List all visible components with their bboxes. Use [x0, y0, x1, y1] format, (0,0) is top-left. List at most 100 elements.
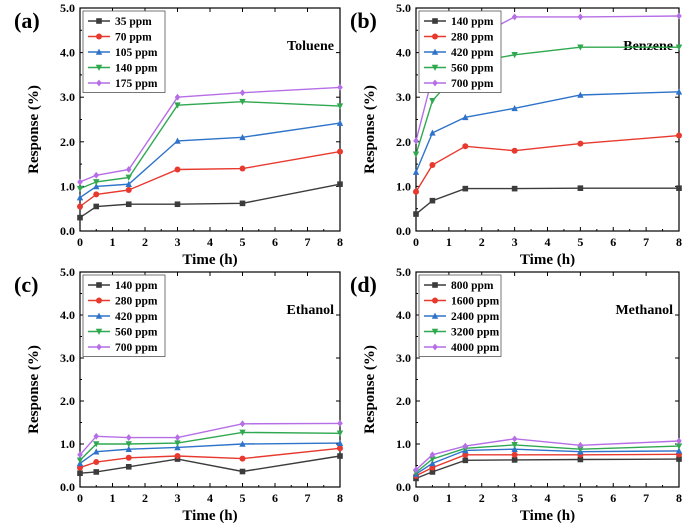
series-70-ppm — [77, 148, 343, 210]
legend-entry: 560 ppm — [115, 327, 158, 339]
y-tick-label: 2.0 — [60, 394, 75, 408]
data-point — [336, 430, 344, 437]
x-tick-label: 0 — [77, 235, 83, 249]
data-point — [125, 166, 132, 173]
data-point — [239, 429, 246, 436]
x-tick-label: 4 — [207, 235, 213, 249]
y-tick-label: 0.0 — [60, 224, 75, 238]
data-point — [76, 457, 84, 464]
data-point — [429, 129, 436, 136]
data-point — [577, 185, 584, 191]
gas-label: Ethanol — [287, 303, 335, 318]
y-tick-label: 4.0 — [396, 308, 411, 322]
series-line — [415, 187, 679, 215]
data-point — [77, 214, 83, 221]
x-tick-label: 1 — [110, 235, 116, 249]
data-point — [462, 113, 469, 121]
data-point — [676, 185, 682, 191]
data-point — [93, 469, 100, 475]
data-point — [511, 147, 518, 154]
y-tick-label: 4.0 — [396, 46, 411, 60]
data-point — [413, 466, 419, 474]
chart-panel-3: 0 1 2 3 4 5 6 7 8 0.0 1.0 2.0 3.0 4.0 5.0 Time (h) Respo… — [14, 265, 344, 524]
data-point — [577, 140, 584, 147]
legend-marker — [96, 33, 102, 40]
data-point — [174, 166, 181, 173]
data-point — [239, 420, 246, 428]
x-tick-label: 2 — [479, 491, 485, 505]
x-tick-label: 4 — [207, 491, 213, 505]
x-tick-label: 0 — [77, 491, 83, 505]
data-point — [577, 441, 584, 449]
y-tick-label: 0.0 — [60, 480, 75, 494]
data-point — [337, 181, 343, 187]
legend-entry: 2400 ppm — [451, 311, 500, 323]
legend-entry: 280 ppm — [115, 296, 158, 308]
data-point — [511, 451, 518, 458]
x-tick-label: 5 — [240, 235, 246, 249]
chart-panel-1: 0 1 2 3 4 5 6 7 8 0.0 1.0 2.0 3.0 4.0 5.0 Time (h) Respo… — [14, 1, 344, 268]
legend-entry: 140 ppm — [115, 280, 158, 292]
x-tick-label: 3 — [512, 235, 518, 249]
y-tick-label: 3.0 — [396, 90, 411, 104]
data-point — [337, 419, 343, 427]
panel-label: (b) — [350, 8, 377, 33]
data-point — [676, 12, 682, 20]
chart-panel-4: 0 1 2 3 4 5 6 7 8 0.0 1.0 2.0 3.0 4.0 5.0 Time (h) Respo… — [350, 265, 683, 524]
data-point — [93, 191, 100, 198]
data-point — [577, 13, 584, 21]
series-line — [415, 458, 680, 480]
series-line — [415, 134, 680, 193]
data-point — [511, 435, 518, 443]
data-point — [337, 148, 343, 155]
series-line — [79, 100, 341, 190]
data-point — [511, 442, 518, 449]
x-tick-label: 7 — [643, 491, 649, 505]
data-point — [412, 151, 420, 158]
data-point — [93, 183, 100, 190]
data-point — [76, 194, 84, 201]
data-point — [125, 174, 132, 181]
data-point — [429, 459, 436, 467]
data-point — [239, 133, 246, 141]
x-tick-label: 1 — [446, 235, 452, 249]
legend-marker — [431, 48, 439, 55]
data-point — [511, 185, 518, 192]
legend-marker — [432, 18, 438, 24]
data-point — [429, 161, 436, 168]
series-line — [415, 448, 680, 475]
legend: 140 ppm 280 ppm 420 ppm 560 ppm 700 ppm — [418, 10, 502, 93]
y-tick-label: 0.0 — [396, 480, 411, 494]
series-140-ppm — [413, 185, 682, 217]
y-axis-title: Response (%) — [362, 85, 378, 174]
y-axis-title: Response (%) — [362, 345, 378, 434]
legend-entry: 175 ppm — [115, 78, 158, 90]
x-tick-label: 1 — [110, 491, 116, 505]
data-point — [577, 44, 584, 51]
x-axis-title: Time (h) — [520, 252, 575, 268]
data-point — [429, 97, 436, 105]
data-point — [413, 188, 419, 195]
data-point — [429, 197, 436, 204]
series-140-ppm — [77, 453, 343, 477]
data-point — [174, 440, 181, 447]
x-tick-label: 0 — [413, 491, 419, 505]
series-line — [79, 183, 341, 219]
legend: 140 ppm 280 ppm 420 ppm 560 ppm 700 ppm — [82, 274, 166, 357]
y-tick-label: 1.0 — [60, 437, 75, 451]
data-point — [93, 171, 100, 179]
series-105-ppm — [76, 119, 344, 201]
data-point — [125, 463, 132, 470]
data-point — [77, 203, 83, 210]
data-point — [577, 91, 584, 98]
x-axis-title: Time (h) — [182, 508, 237, 524]
legend-marker — [432, 79, 438, 87]
y-tick-label: 4.0 — [60, 308, 75, 322]
data-point — [413, 211, 419, 217]
x-tick-label: 6 — [272, 491, 278, 505]
series-560-ppm — [76, 429, 344, 464]
legend-entry: 800 ppm — [451, 280, 494, 292]
data-point — [429, 451, 436, 459]
legend-entry: 280 ppm — [451, 32, 494, 44]
